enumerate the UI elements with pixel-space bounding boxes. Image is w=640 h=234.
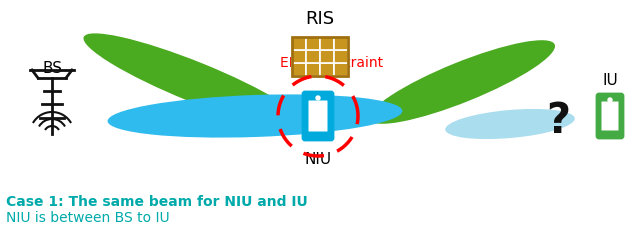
Bar bbox=[306, 62, 320, 76]
Circle shape bbox=[316, 96, 320, 100]
Bar bbox=[334, 50, 348, 62]
Text: EMF constraint: EMF constraint bbox=[280, 56, 383, 70]
Bar bbox=[292, 62, 306, 76]
Bar bbox=[334, 62, 348, 76]
Text: ?: ? bbox=[546, 100, 570, 142]
FancyBboxPatch shape bbox=[303, 92, 333, 140]
Ellipse shape bbox=[83, 33, 307, 131]
Bar bbox=[334, 37, 348, 50]
Bar bbox=[320, 37, 334, 50]
Ellipse shape bbox=[445, 109, 575, 139]
Text: RIS: RIS bbox=[305, 11, 335, 29]
Text: BS: BS bbox=[42, 61, 62, 76]
Bar bbox=[292, 37, 306, 50]
Text: IU: IU bbox=[602, 73, 618, 88]
FancyBboxPatch shape bbox=[308, 100, 328, 132]
Bar bbox=[292, 50, 306, 62]
Ellipse shape bbox=[108, 94, 403, 138]
Bar bbox=[292, 37, 348, 76]
Ellipse shape bbox=[369, 40, 555, 124]
Text: NIU is between BS to IU: NIU is between BS to IU bbox=[6, 211, 170, 225]
FancyBboxPatch shape bbox=[602, 102, 618, 131]
FancyBboxPatch shape bbox=[597, 94, 623, 138]
Circle shape bbox=[608, 98, 612, 102]
Bar bbox=[306, 50, 320, 62]
Bar bbox=[306, 37, 320, 50]
Bar bbox=[320, 50, 334, 62]
Text: NIU: NIU bbox=[305, 152, 332, 167]
Bar bbox=[320, 62, 334, 76]
Text: Case 1: The same beam for NIU and IU: Case 1: The same beam for NIU and IU bbox=[6, 195, 308, 209]
